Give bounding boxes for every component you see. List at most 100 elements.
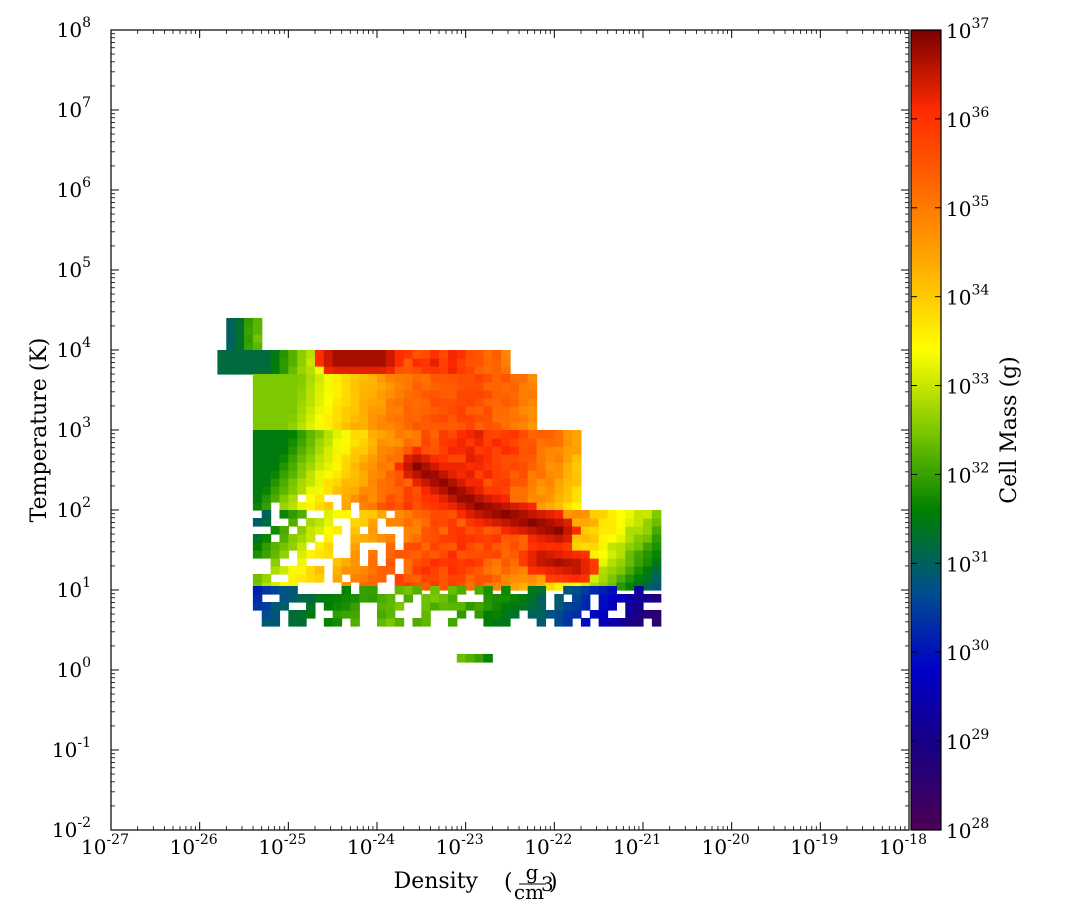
heatmap-cell — [279, 366, 289, 375]
heatmap-cell — [314, 382, 325, 391]
heatmap-cell — [527, 602, 538, 611]
heatmap-cell — [385, 566, 396, 575]
heatmap-cell — [341, 502, 351, 511]
heatmap-cell — [492, 382, 502, 391]
heatmap-cell — [545, 510, 555, 519]
heatmap-cell — [465, 374, 476, 383]
heatmap-cell — [554, 454, 564, 463]
heatmap-cell — [350, 486, 360, 495]
heatmap-cell — [536, 494, 547, 503]
heatmap-cell — [474, 654, 484, 663]
heatmap-cell — [244, 366, 254, 375]
heatmap-cell — [474, 478, 484, 487]
heatmap-cell — [634, 510, 644, 519]
heatmap-cell — [527, 586, 538, 595]
heatmap-cell — [492, 494, 502, 503]
heatmap-cell — [447, 586, 458, 595]
heatmap-cell — [572, 566, 582, 575]
heatmap-cell — [492, 358, 502, 367]
heatmap-cell — [377, 462, 387, 471]
heatmap-cell — [430, 414, 440, 423]
heatmap-cell — [288, 494, 298, 503]
heatmap-cell — [394, 602, 405, 611]
heatmap-cell — [368, 486, 378, 495]
heatmap-cell — [394, 382, 405, 391]
heatmap-cell — [235, 326, 245, 335]
heatmap-cell — [501, 446, 511, 455]
x-tick-label: 10-23 — [436, 832, 484, 859]
heatmap-cell — [474, 430, 484, 439]
heatmap-cell — [527, 462, 538, 471]
heatmap-cell — [385, 390, 396, 399]
heatmap-cell — [288, 510, 298, 519]
heatmap-cell — [527, 494, 538, 503]
heatmap-cell — [394, 374, 405, 383]
heatmap-cell — [643, 582, 653, 591]
heatmap-cell — [518, 406, 529, 415]
heatmap-cell — [447, 518, 458, 527]
heatmap-cell — [430, 602, 440, 611]
heatmap-cell — [447, 470, 458, 479]
heatmap-cell — [279, 422, 289, 431]
heatmap-cell — [545, 430, 555, 439]
heatmap-cell — [510, 502, 520, 511]
heatmap-cell — [385, 366, 396, 375]
heatmap-cell — [261, 350, 272, 359]
heatmap-cell — [377, 398, 387, 407]
heatmap-cell — [368, 518, 378, 527]
heatmap-cell — [323, 350, 334, 359]
heatmap-cell — [332, 366, 343, 375]
heatmap-cell — [518, 550, 529, 559]
heatmap-cell — [359, 422, 369, 431]
heatmap-cell — [314, 430, 325, 439]
heatmap-cell — [359, 406, 369, 415]
heatmap-cell — [288, 406, 298, 415]
heatmap-cell — [270, 550, 281, 559]
heatmap-cell — [625, 518, 635, 527]
heatmap-cell — [483, 574, 493, 583]
heatmap-cell — [359, 390, 369, 399]
heatmap-cell — [323, 550, 334, 559]
heatmap-cell — [483, 550, 493, 559]
heatmap-cell — [439, 566, 449, 575]
colorbar-tick-label: 1030 — [946, 638, 989, 665]
heatmap-cell — [252, 586, 263, 595]
heatmap-cell — [350, 518, 360, 527]
heatmap-cell — [377, 366, 387, 375]
heatmap-cell — [501, 414, 511, 423]
heatmap-cell — [385, 486, 396, 495]
heatmap-cell — [412, 406, 422, 415]
heatmap-cell — [447, 478, 458, 487]
heatmap-cell — [279, 594, 289, 603]
heatmap-cell — [527, 422, 538, 431]
heatmap-cell — [527, 510, 538, 519]
heatmap-cell — [403, 390, 414, 399]
heatmap-cell — [501, 502, 511, 511]
heatmap-cell — [323, 366, 334, 375]
heatmap-cell — [465, 510, 476, 519]
heatmap-cell — [430, 422, 440, 431]
heatmap-cell — [589, 586, 600, 595]
heatmap-cell — [465, 526, 476, 535]
heatmap-cell — [359, 454, 369, 463]
heatmap-cell — [377, 486, 387, 495]
heatmap-cell — [377, 430, 387, 439]
heatmap-cell — [492, 594, 502, 603]
x-tick-label: 10-24 — [347, 832, 395, 859]
heatmap-cell — [465, 398, 476, 407]
heatmap-cell — [412, 438, 422, 447]
heatmap-cell — [385, 398, 396, 407]
heatmap-cell — [332, 566, 343, 575]
heatmap-cell — [306, 454, 316, 463]
heatmap-cell — [306, 358, 316, 367]
heatmap-cell — [368, 494, 378, 503]
heatmap-cell — [385, 438, 396, 447]
heatmap-cell — [421, 350, 431, 359]
heatmap-cell — [323, 438, 334, 447]
heatmap-cell — [341, 422, 351, 431]
heatmap-cell — [439, 594, 449, 603]
heatmap-cell — [527, 594, 538, 603]
heatmap-cell — [536, 526, 547, 535]
heatmap-cell — [288, 446, 298, 455]
heatmap-cell — [403, 454, 414, 463]
